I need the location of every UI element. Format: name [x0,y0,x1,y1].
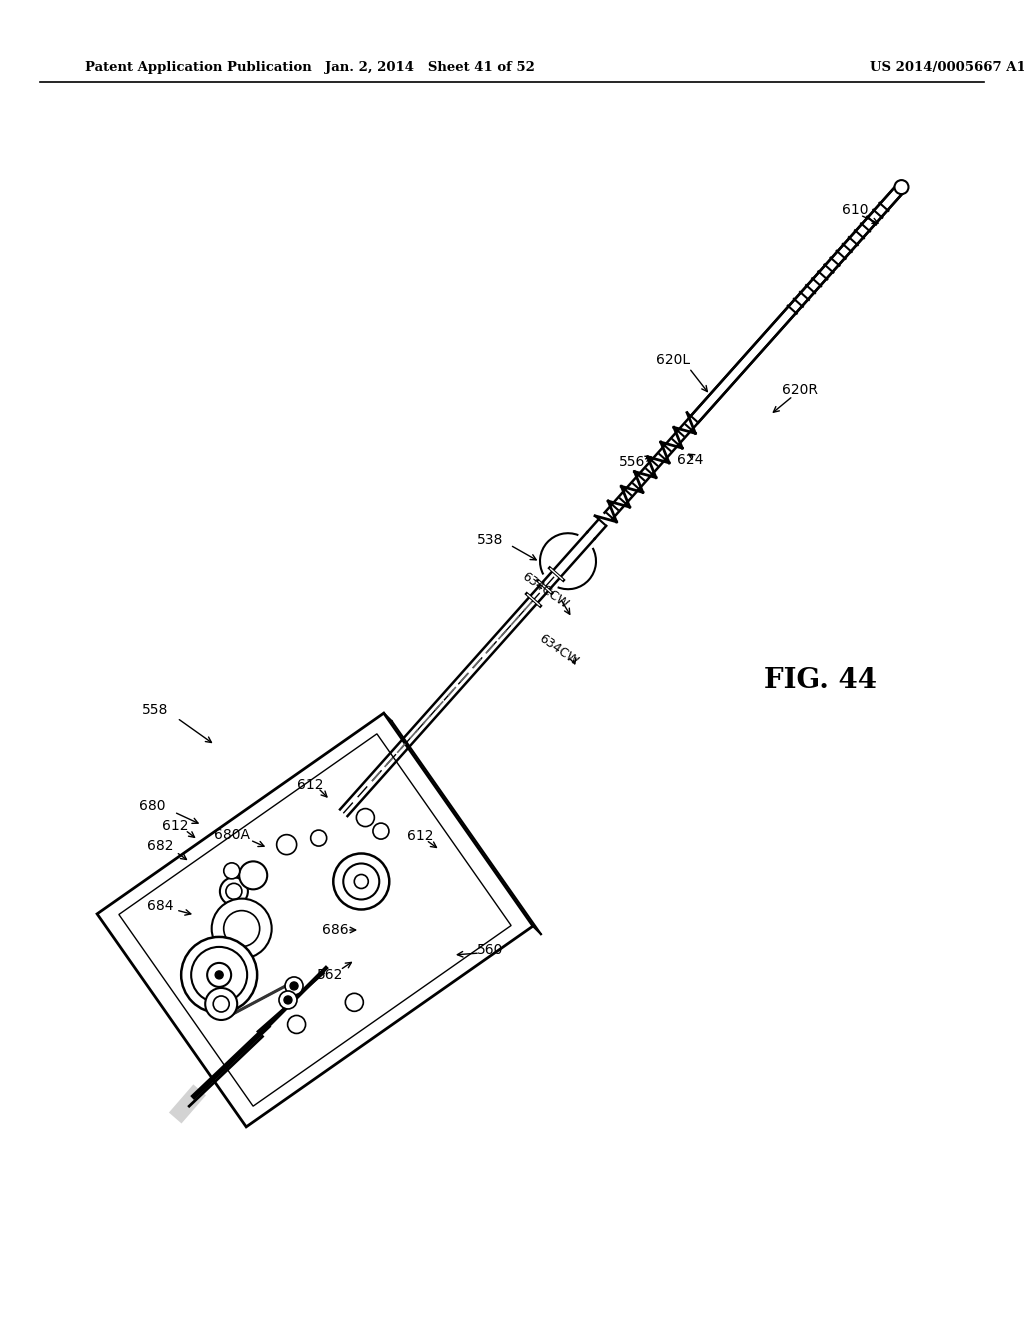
Polygon shape [97,713,532,1127]
Text: 538: 538 [477,533,503,546]
Circle shape [220,878,248,906]
Text: 680: 680 [138,799,165,813]
Circle shape [224,863,240,879]
Circle shape [191,946,247,1003]
Text: 556: 556 [618,455,645,469]
Text: 634CCW: 634CCW [519,569,570,611]
Text: 624: 624 [677,453,703,467]
Circle shape [223,911,260,946]
Text: 620L: 620L [656,352,690,367]
Circle shape [345,994,364,1011]
Text: 562: 562 [316,968,343,982]
Text: 610: 610 [842,203,868,216]
Text: 620R: 620R [782,383,818,397]
Circle shape [284,997,292,1005]
Circle shape [207,962,231,987]
Text: 612: 612 [407,829,433,843]
Circle shape [310,830,327,846]
Text: 680A: 680A [214,828,250,842]
Circle shape [205,987,238,1020]
Circle shape [240,862,267,890]
Circle shape [333,854,389,909]
Circle shape [290,982,298,990]
Circle shape [213,997,229,1012]
Text: 560: 560 [477,942,503,957]
Text: 682: 682 [146,840,173,853]
Circle shape [181,937,257,1012]
Circle shape [895,180,908,194]
Text: 558: 558 [141,704,168,717]
Text: 612: 612 [297,777,324,792]
Circle shape [343,863,379,899]
Text: 686: 686 [322,923,348,937]
Circle shape [276,834,297,854]
Text: 612: 612 [162,818,188,833]
Circle shape [373,824,389,840]
Text: Jan. 2, 2014   Sheet 41 of 52: Jan. 2, 2014 Sheet 41 of 52 [325,62,535,74]
Text: Patent Application Publication: Patent Application Publication [85,62,311,74]
Text: US 2014/0005667 A1: US 2014/0005667 A1 [870,62,1024,74]
Circle shape [356,809,375,826]
Circle shape [215,972,223,979]
Circle shape [212,899,271,958]
Text: FIG. 44: FIG. 44 [764,667,877,693]
Circle shape [279,991,297,1008]
Text: 634CW: 634CW [536,632,580,668]
Circle shape [288,1015,305,1034]
Circle shape [226,883,242,899]
Circle shape [354,874,369,888]
Text: 684: 684 [146,899,173,913]
Circle shape [285,977,303,995]
